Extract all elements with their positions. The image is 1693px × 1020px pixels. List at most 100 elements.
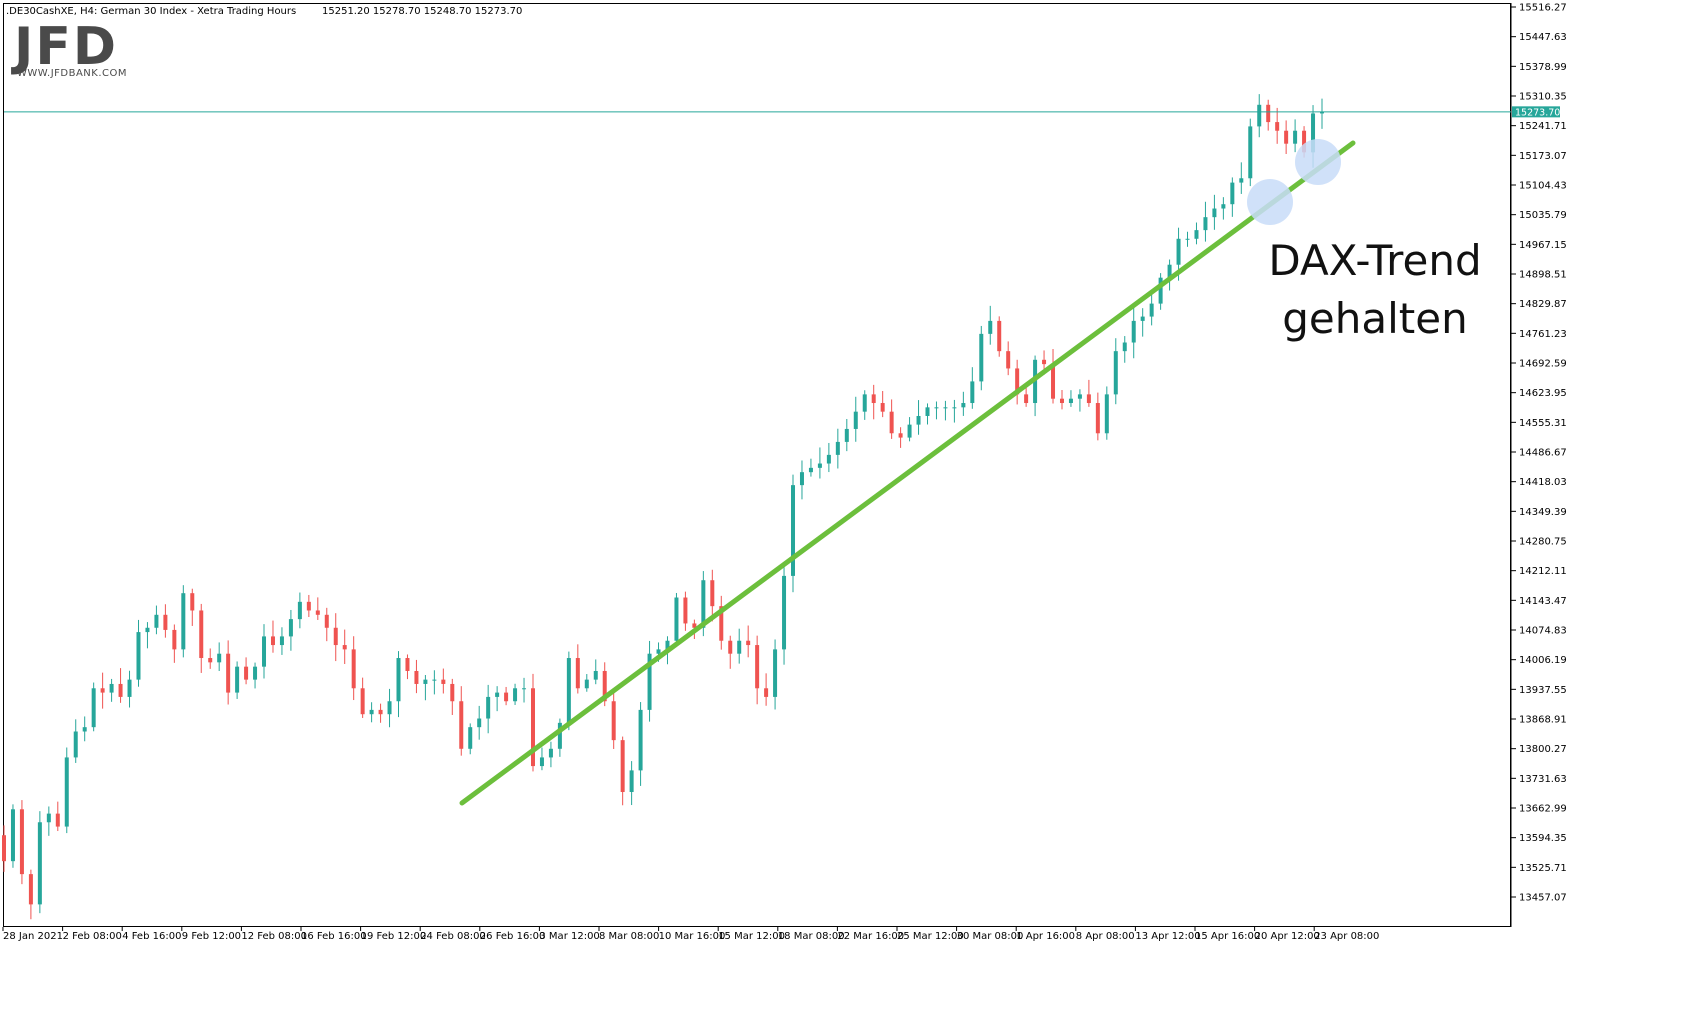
price-tick-label: 13594.35 [1519, 833, 1567, 844]
candle [1230, 177, 1235, 217]
candle [916, 400, 921, 435]
candle [423, 675, 428, 701]
time-tick-label: 22 Mar 16:00 [837, 931, 904, 942]
time-tick-label: 23 Apr 08:00 [1314, 931, 1379, 942]
candle [504, 686, 509, 706]
candle [647, 640, 652, 722]
time-tick-label: 1 Apr 16:00 [1016, 931, 1075, 942]
candle [997, 316, 1002, 357]
candle [898, 427, 903, 448]
candle [477, 705, 482, 740]
time-tick-label: 13 Apr 12:00 [1135, 931, 1200, 942]
candle [934, 401, 939, 420]
candle [1221, 197, 1226, 220]
candle [1131, 305, 1136, 359]
candle [1086, 379, 1091, 407]
candle [387, 688, 392, 728]
candle [808, 458, 813, 477]
candle [674, 592, 679, 646]
candle [244, 657, 249, 685]
price-axis: 15516.27 15447.63 15378.99 15310.35 15241.71… [1511, 3, 1567, 904]
price-tick-label: 14349.39 [1519, 507, 1567, 518]
candle [782, 562, 787, 665]
candle [871, 384, 876, 420]
candle [737, 628, 742, 664]
candle [378, 703, 383, 723]
price-tick-label: 15516.27 [1519, 3, 1567, 14]
candle [217, 642, 222, 672]
candle [145, 622, 150, 649]
price-tick-label: 15310.35 [1519, 92, 1567, 103]
price-tick-label: 14074.83 [1519, 626, 1567, 637]
candle [324, 607, 329, 642]
price-tick-label: 13457.07 [1519, 893, 1567, 904]
candle [1104, 386, 1109, 440]
candle [190, 588, 195, 626]
candle [862, 390, 867, 420]
candle [127, 670, 132, 708]
jfd-logo-url: WWW.JFDBANK.COM [17, 68, 127, 79]
candle [943, 400, 948, 421]
candle [710, 569, 715, 622]
price-tick-label: 14418.03 [1519, 477, 1567, 488]
candle [46, 806, 51, 836]
time-tick-label: 18 Mar 08:00 [778, 931, 845, 942]
price-tick-label: 14143.47 [1519, 596, 1567, 607]
candle [853, 396, 858, 442]
candle [118, 668, 123, 703]
candle [279, 627, 284, 655]
candle [961, 391, 966, 416]
candle [575, 644, 580, 694]
candle [1203, 201, 1208, 242]
candle [1149, 289, 1154, 326]
candle [360, 677, 365, 718]
trend-touch-highlight-2 [1295, 139, 1341, 185]
annotation-line-2: gehalten [1282, 294, 1467, 343]
candle [835, 428, 840, 469]
time-tick-label: 28 Jan 2021 [3, 931, 63, 942]
time-tick-label: 4 Feb 16:00 [122, 931, 181, 942]
candle [486, 684, 491, 734]
candle [55, 801, 60, 832]
candle [1068, 390, 1073, 407]
chart-header-symbol: .DE30CashXE, H4: German 30 Index - Xetra… [6, 6, 296, 17]
candle [100, 672, 105, 709]
price-tick-label: 15241.71 [1519, 121, 1567, 132]
price-tick-label: 14761.23 [1519, 329, 1567, 340]
candle [369, 702, 374, 723]
candle [136, 619, 141, 687]
price-tick-label: 14555.31 [1519, 418, 1567, 429]
candle [459, 686, 464, 756]
candle [262, 624, 267, 679]
candle [513, 683, 518, 705]
candle [746, 625, 751, 658]
candle [1239, 162, 1244, 194]
candle [405, 654, 410, 680]
candle [799, 460, 804, 500]
candle [208, 648, 213, 669]
time-tick-label: 30 Mar 08:00 [957, 931, 1024, 942]
price-tick-label: 13937.55 [1519, 685, 1567, 696]
time-tick-label: 16 Feb 16:00 [301, 931, 367, 942]
time-tick-label: 12 Feb 08:00 [241, 931, 307, 942]
candle [584, 674, 589, 692]
candle [432, 670, 437, 695]
candle [109, 678, 114, 702]
price-tick-label: 13868.91 [1519, 715, 1567, 726]
candle [566, 651, 571, 731]
price-tick-label: 13731.63 [1519, 774, 1567, 785]
plot-frame [3, 3, 1511, 927]
candle [764, 673, 769, 706]
candle [557, 718, 562, 757]
price-tick-label: 14692.59 [1519, 359, 1567, 370]
price-tick-label: 14898.51 [1519, 270, 1567, 281]
candle [952, 399, 957, 423]
candle [844, 418, 849, 452]
candle [728, 635, 733, 669]
candle [1167, 259, 1172, 291]
price-tick-label: 14212.11 [1519, 566, 1567, 577]
candle [64, 747, 69, 834]
candle [495, 686, 500, 712]
candle [522, 677, 527, 703]
candle [1051, 348, 1056, 404]
